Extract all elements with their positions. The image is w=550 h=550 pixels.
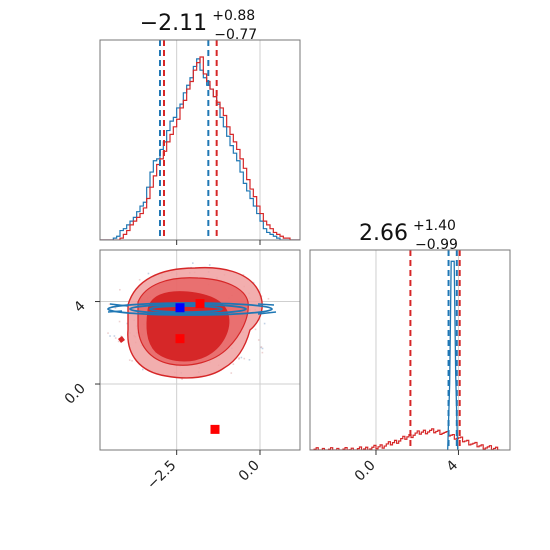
ticks-top <box>176 240 261 245</box>
scatter-point <box>238 357 240 359</box>
panel-y-marginal: 0.0 4 2.66 +1.40 −0.99 <box>309 215 511 485</box>
scatter-point <box>257 339 260 341</box>
scatter-point <box>242 274 245 276</box>
title-x-marginal: −2.11 +0.88 −0.77 <box>140 5 261 43</box>
scatter-point <box>108 303 111 305</box>
markers <box>175 299 220 434</box>
histograms-right <box>310 260 500 450</box>
contour-red-blob <box>118 336 125 343</box>
contour-blue-tail <box>107 303 277 315</box>
scatter-point <box>232 363 235 365</box>
marker-square <box>175 334 185 344</box>
contour-blue <box>107 302 277 316</box>
grid-top <box>176 40 261 240</box>
title-y-marginal: 2.66 +1.40 −0.99 <box>359 215 461 253</box>
marker-square <box>195 299 205 309</box>
scatter-point <box>141 368 144 371</box>
x-tick-label: 0.0 <box>236 458 263 485</box>
scatter-point <box>138 278 141 281</box>
contour-red <box>118 266 263 379</box>
scatter-point <box>131 360 133 362</box>
scatter-point <box>109 335 111 337</box>
histogram-step <box>100 56 300 240</box>
y-tick-label: 0.0 <box>62 381 89 408</box>
scatter-point <box>107 332 109 334</box>
y-tick-label: 4 <box>71 298 89 316</box>
scatter-point <box>240 356 243 359</box>
histograms-top <box>100 56 300 240</box>
scatter-point <box>238 358 240 360</box>
contour-blue-outer <box>107 302 273 316</box>
scatter-point <box>261 347 264 350</box>
scatter-point <box>252 281 255 284</box>
scatter-point <box>191 262 194 264</box>
histogram-step <box>310 428 500 450</box>
histogram-step <box>100 58 300 240</box>
scatter-point <box>181 378 183 380</box>
scatter-point <box>113 335 116 337</box>
title-y-base: 2.66 <box>359 221 408 246</box>
marker-square <box>210 424 220 434</box>
scatter-point <box>208 264 211 266</box>
frame-top <box>99 39 301 241</box>
scatter-point <box>120 335 122 338</box>
quantile-lines-top <box>159 40 218 240</box>
scatter-point <box>147 272 150 275</box>
title-y-sup: +1.40 <box>413 218 456 234</box>
ticks-right: 0.0 4 <box>352 450 462 485</box>
title-x-sup: +0.88 <box>212 8 255 24</box>
panel-joint: −2.5 0.0 0.0 4 <box>62 249 301 493</box>
scatter-point <box>243 357 246 360</box>
x-tick-label: −2.5 <box>144 458 179 493</box>
joint-content <box>107 262 277 434</box>
scatter-point <box>119 288 121 291</box>
title-x-sub: −0.77 <box>214 27 257 43</box>
scatter-point <box>114 307 117 309</box>
panel-x-marginal: −2.11 +0.88 −0.77 <box>99 5 301 245</box>
scatter-point <box>118 320 121 323</box>
scatter-point <box>260 346 263 348</box>
contour-red-inner <box>146 291 230 362</box>
scatter-point <box>117 340 120 343</box>
scatter-point <box>126 322 129 325</box>
x-tick-label: 4 <box>444 457 462 475</box>
scatter-point <box>267 297 270 300</box>
frame-joint <box>99 249 301 451</box>
scatter-point <box>261 351 264 354</box>
marker-square <box>175 303 185 313</box>
scatter-point <box>230 372 233 374</box>
x-tick-label: 0.0 <box>352 458 379 485</box>
contour-blue-inner <box>149 305 223 313</box>
quantile-lines-right <box>409 250 461 450</box>
scatter-point <box>248 359 251 361</box>
contour-blue-mid <box>129 303 247 315</box>
scatter-point <box>128 359 131 361</box>
scatter-point <box>114 337 117 339</box>
scatter-point <box>263 322 266 325</box>
title-y-sub: −0.99 <box>415 237 458 253</box>
frame-right <box>309 249 511 451</box>
grid-right <box>375 250 459 450</box>
title-x-base: −2.11 <box>140 11 207 36</box>
scatter-point <box>254 328 257 331</box>
